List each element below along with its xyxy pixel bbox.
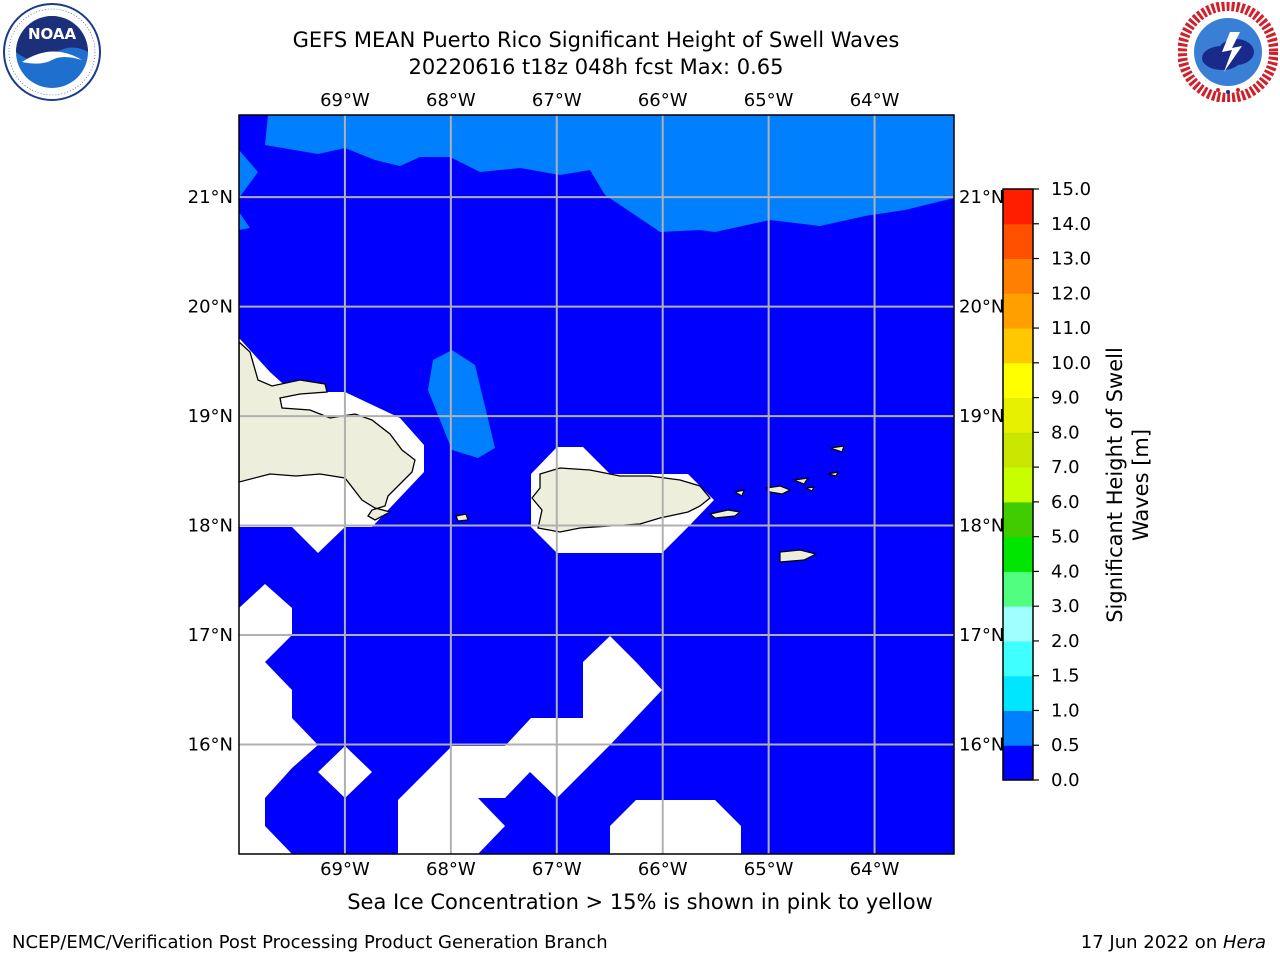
nodata-south-4 [610, 800, 741, 854]
colorbar-tick-label: 11.0 [1051, 318, 1091, 339]
colorbar-swatch [1003, 328, 1033, 364]
sea-ice-note: Sea Ice Concentration > 15% is shown in … [347, 890, 933, 914]
footer-date-text: 17 Jun 2022 on [1080, 932, 1223, 953]
lat-tick-label-left: 20°N [188, 297, 233, 318]
land-puerto-rico [531, 467, 711, 533]
colorbar-tick-label: 6.0 [1051, 492, 1080, 513]
colorbar-tick-label: 5.0 [1051, 527, 1080, 548]
lat-tick-label-left: 21°N [188, 187, 233, 208]
nodata-south-1 [239, 584, 318, 854]
colorbar-tick-label: 2.0 [1051, 631, 1080, 652]
noaa-logo-text: NOAA [28, 25, 77, 43]
land-hispaniola [239, 341, 416, 521]
colorbar-tick-label: 3.0 [1051, 596, 1080, 617]
colorbar-tick-label: 12.0 [1051, 283, 1091, 304]
colorbar-swatch [1003, 571, 1033, 607]
land-islet-2 [803, 486, 816, 492]
chart-subtitle: 20220616 t18z 048h fcst Max: 0.65 [408, 55, 784, 79]
map-gridlines [239, 115, 954, 854]
lat-tick-label-left: 17°N [188, 625, 233, 646]
footer-host: Hera [1222, 932, 1266, 953]
lon-tick-label-top: 69°W [320, 90, 370, 111]
colorbar-swatch [1003, 223, 1033, 260]
land-st-thomas [733, 489, 745, 497]
colorbar-swatch [1003, 675, 1033, 711]
noaa-logo: NOAA [3, 3, 101, 101]
colorbar-tick-label: 4.0 [1051, 561, 1080, 582]
colorbar-swatch [1003, 258, 1033, 294]
lon-tick-label-top: 65°W [744, 90, 794, 111]
colorbar-label-line1: Significant Height of Swell [1103, 347, 1127, 623]
colorbar-tick-label: 8.0 [1051, 422, 1080, 443]
lat-tick-label-left: 19°N [188, 406, 233, 427]
colorbar-tick-label: 0.5 [1051, 735, 1080, 756]
lon-tick-label-top: 68°W [426, 90, 476, 111]
lon-tick-label-top: 64°W [850, 90, 900, 111]
swell-0.5-1-patch-mona [428, 350, 495, 458]
land-anegada [829, 445, 845, 453]
colorbar-tick-label: 10.0 [1051, 353, 1091, 374]
colorbar-tick-label: 15.0 [1051, 179, 1091, 200]
lon-tick-label-bottom: 66°W [638, 859, 688, 880]
lat-tick-label-left: 18°N [188, 516, 233, 537]
map-axis-labels: 69°W 69°W 68°W 68°W 67°W 67°W 66°W 66°W 65°W 65°W… [188, 90, 1005, 880]
swell-0.5-1-band-west [239, 150, 258, 198]
swell-0.5-1-band-north [239, 115, 954, 232]
lat-tick-label-right: 20°N [959, 297, 1004, 318]
lat-tick-label-right: 18°N [959, 516, 1004, 537]
map-area [239, 115, 954, 854]
nws-logo [1178, 2, 1278, 102]
nodata-hispaniola-south [292, 527, 345, 553]
lon-tick-label-bottom: 69°W [320, 859, 370, 880]
colorbar-swatch [1003, 362, 1033, 399]
lon-tick-label-bottom: 65°W [744, 859, 794, 880]
colorbar-tick-label: 1.5 [1051, 666, 1080, 687]
land-mona [455, 513, 469, 522]
colorbar-tick-label: 0.0 [1051, 770, 1080, 791]
colorbar-swatch [1003, 432, 1033, 468]
colorbar-tick-label: 9.0 [1051, 388, 1080, 409]
colorbar-tick-label: 14.0 [1051, 214, 1091, 235]
colorbar-frame [1002, 188, 1034, 781]
colorbar-tick-label: 7.0 [1051, 457, 1080, 478]
colorbar-swatch [1003, 710, 1033, 746]
colorbar-swatch [1003, 536, 1033, 572]
footer-branch: NCEP/EMC/Verification Post Processing Pr… [12, 932, 608, 953]
land-virgin-islands-2 [791, 477, 810, 485]
lon-tick-label-top: 66°W [638, 90, 688, 111]
colorbar-swatch [1003, 467, 1033, 503]
colorbar-swatch [1003, 640, 1033, 677]
lon-tick-label-bottom: 67°W [532, 859, 582, 880]
colorbar-label-line2: Waves [m] [1129, 429, 1153, 541]
land-st-croix [779, 549, 818, 563]
land-islet-1 [827, 471, 840, 477]
colorbar-swatch [1003, 606, 1033, 642]
lon-tick-label-bottom: 64°W [850, 859, 900, 880]
colorbar-tick-label: 1.0 [1051, 700, 1080, 721]
chart-title: GEFS MEAN Puerto Rico Significant Height… [292, 28, 900, 52]
lat-tick-label-right: 19°N [959, 406, 1004, 427]
swell-0.5-1-band-west2 [239, 212, 250, 230]
map-frame [238, 114, 955, 855]
colorbar-swatch [1003, 189, 1033, 225]
colorbar-swatch [1003, 293, 1033, 329]
lat-tick-label-left: 16°N [188, 735, 233, 756]
colorbar: 0.0 0.5 1.0 1.5 2.0 3.0 4.0 5.0 6.0 7.0 8.0 9.0 10.0… [1002, 179, 1091, 791]
lon-tick-label-bottom: 68°W [426, 859, 476, 880]
colorbar-tick-label: 13.0 [1051, 249, 1091, 270]
lat-tick-label-right: 21°N [959, 187, 1004, 208]
lat-tick-label-right: 16°N [959, 735, 1004, 756]
colorbar-swatch [1003, 397, 1033, 433]
footer-date: 17 Jun 2022 on Hera [1081, 932, 1266, 953]
colorbar-swatch [1003, 745, 1033, 781]
land-vieques [708, 509, 742, 519]
lon-tick-label-top: 67°W [532, 90, 582, 111]
lat-tick-label-right: 17°N [959, 625, 1004, 646]
colorbar-swatch [1003, 501, 1033, 538]
